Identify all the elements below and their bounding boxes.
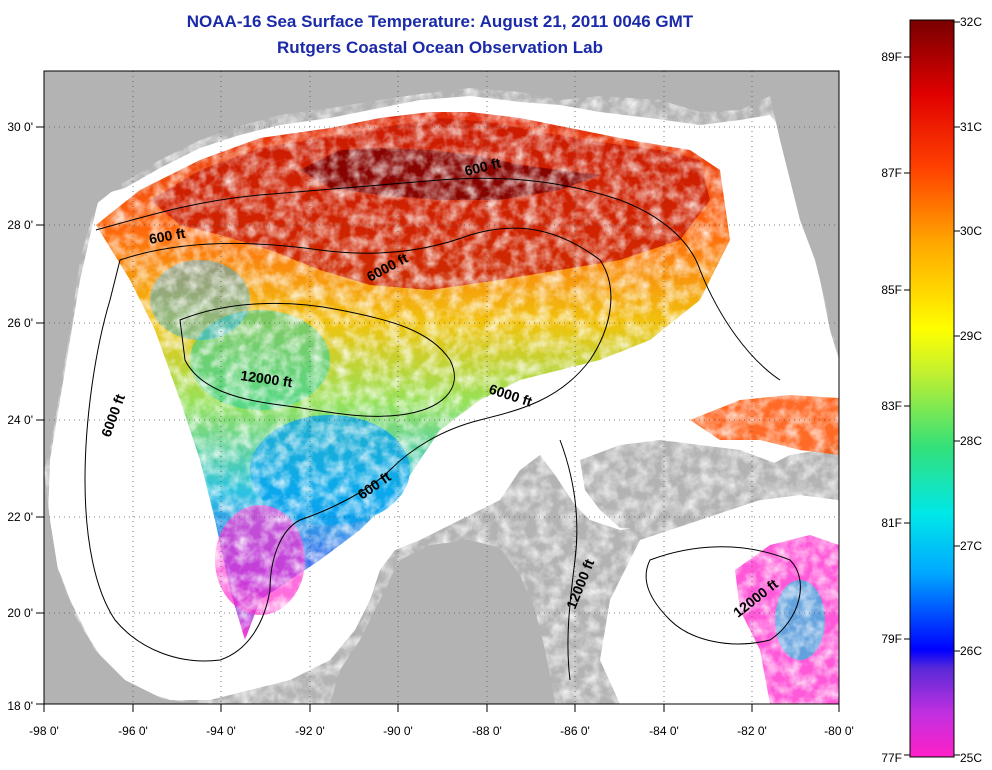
map-subtitle: Rutgers Coastal Ocean Observation Lab	[277, 38, 603, 57]
celsius-label: 27C	[960, 539, 982, 553]
lat-tick-label: 30 0'	[7, 120, 33, 134]
graticule	[44, 71, 839, 704]
map-title: NOAA-16 Sea Surface Temperature: August …	[186, 12, 694, 31]
lat-tick-label: 26 0'	[7, 316, 33, 330]
celsius-label: 29C	[960, 329, 982, 343]
lon-tick-label: -86 0'	[560, 724, 590, 738]
lat-tick-label: 20 0'	[7, 606, 33, 620]
lon-tick-label: -82 0'	[737, 724, 767, 738]
lon-tick-label: -96 0'	[118, 724, 148, 738]
axis-ticks	[36, 126, 840, 712]
fahrenheit-label: 79F	[881, 632, 902, 646]
lat-tick-label: 18 0'	[7, 699, 33, 713]
colorbar	[909, 19, 955, 758]
celsius-label: 28C	[960, 434, 982, 448]
lon-tick-label: -90 0'	[383, 724, 413, 738]
florida-land	[735, 96, 839, 360]
fahrenheit-label: 85F	[881, 283, 902, 297]
celsius-label: 32C	[960, 15, 982, 29]
celsius-label: 26C	[960, 644, 982, 658]
lon-tick-label: -98 0'	[29, 724, 59, 738]
colorbar-fahrenheit-labels: 89F 87F 85F 83F 81F 79F 77F	[881, 50, 902, 765]
lat-tick-label: 24 0'	[7, 413, 33, 427]
mexico-land	[44, 470, 215, 704]
lon-tick-label: -92 0'	[295, 724, 325, 738]
celsius-label: 25C	[960, 751, 982, 765]
lat-tick-label: 22 0'	[7, 510, 33, 524]
lon-tick-label: -84 0'	[649, 724, 679, 738]
lon-tick-label: -94 0'	[206, 724, 236, 738]
map-frame	[43, 70, 840, 705]
lon-tick-labels: -98 0' -96 0' -94 0' -92 0' -90 0' -88 0…	[29, 724, 854, 738]
fahrenheit-label: 87F	[881, 166, 902, 180]
lat-tick-label: 28 0'	[7, 218, 33, 232]
yucatan-land	[330, 540, 555, 704]
fahrenheit-label: 89F	[881, 50, 902, 64]
us-coast-land	[44, 71, 839, 470]
lon-tick-label: -88 0'	[472, 724, 502, 738]
fahrenheit-label: 81F	[881, 516, 902, 530]
colorbar-ticks	[904, 21, 960, 756]
celsius-label: 30C	[960, 224, 982, 238]
colorbar-celsius-labels: 32C 31C 30C 29C 28C 27C 26C 25C	[960, 15, 982, 765]
lon-tick-label: -80 0'	[824, 724, 854, 738]
lat-tick-labels: 30 0' 28 0' 26 0' 24 0' 22 0' 20 0' 18 0…	[7, 120, 33, 713]
bathymetry-contours	[84, 177, 801, 681]
fahrenheit-label: 83F	[881, 399, 902, 413]
celsius-label: 31C	[960, 120, 982, 134]
contour-label: 12000 ft	[240, 367, 294, 390]
contour-label: 600 ft	[148, 225, 187, 247]
fahrenheit-label: 77F	[881, 751, 902, 765]
